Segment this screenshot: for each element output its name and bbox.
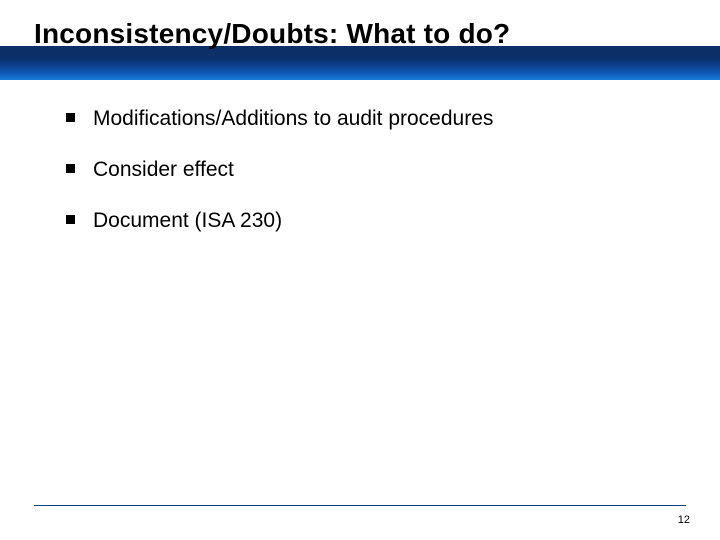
bullet-list: Modifications/Additions to audit procedu… (66, 106, 646, 260)
list-item: Consider effect (66, 157, 646, 182)
footer-divider (34, 505, 686, 506)
bullet-text: Document (ISA 230) (93, 208, 282, 233)
title-band (0, 46, 720, 80)
page-number: 12 (678, 514, 690, 526)
slide-title: Inconsistency/Doubts: What to do? (34, 18, 510, 50)
square-bullet-icon (66, 164, 75, 173)
slide: Inconsistency/Doubts: What to do? Modifi… (0, 0, 720, 540)
list-item: Modifications/Additions to audit procedu… (66, 106, 646, 131)
list-item: Document (ISA 230) (66, 208, 646, 233)
square-bullet-icon (66, 113, 75, 122)
bullet-text: Consider effect (93, 157, 234, 182)
square-bullet-icon (66, 215, 75, 224)
bullet-text: Modifications/Additions to audit procedu… (93, 106, 493, 131)
